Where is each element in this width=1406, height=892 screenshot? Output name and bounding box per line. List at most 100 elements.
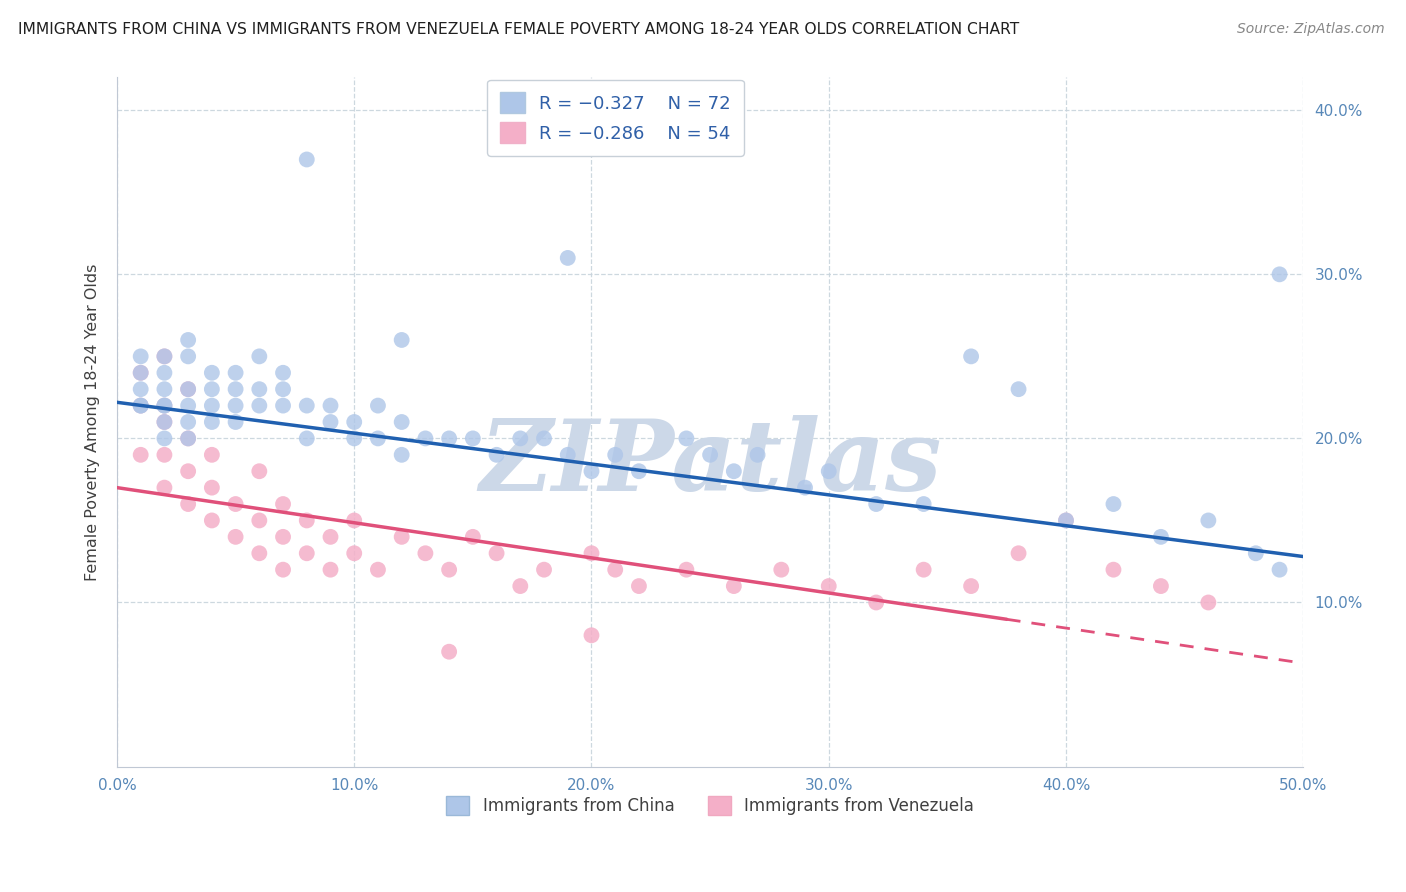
Point (129, 382, 152, 396)
Point (319, 530, 342, 544)
Point (153, 415, 176, 429)
Point (129, 448, 152, 462)
Point (129, 350, 152, 364)
Point (533, 563, 555, 577)
Point (605, 563, 627, 577)
Point (295, 546, 318, 560)
Point (153, 431, 176, 445)
Point (177, 497, 200, 511)
Point (391, 415, 413, 429)
Point (271, 497, 294, 511)
Point (723, 579, 745, 593)
Point (1197, 595, 1219, 609)
Point (271, 382, 294, 396)
Point (415, 431, 437, 445)
Point (201, 448, 224, 462)
Point (153, 415, 176, 429)
Point (960, 350, 983, 364)
Text: Source: ZipAtlas.com: Source: ZipAtlas.com (1237, 22, 1385, 37)
Point (129, 399, 152, 413)
Point (485, 448, 508, 462)
Point (1150, 530, 1173, 544)
Point (201, 481, 224, 495)
Point (177, 350, 200, 364)
Point (485, 546, 508, 560)
Point (177, 382, 200, 396)
Point (201, 382, 224, 396)
Point (865, 595, 887, 609)
Point (271, 399, 294, 413)
Point (153, 448, 176, 462)
Point (627, 579, 650, 593)
Point (247, 513, 270, 527)
Point (271, 530, 294, 544)
Point (177, 464, 200, 478)
Point (271, 366, 294, 380)
Legend: Immigrants from China, Immigrants from Venezuela: Immigrants from China, Immigrants from V… (437, 788, 983, 823)
Point (319, 563, 342, 577)
Point (295, 513, 318, 527)
Point (201, 415, 224, 429)
Point (699, 448, 721, 462)
Point (1268, 563, 1291, 577)
Point (153, 350, 176, 364)
Point (343, 546, 366, 560)
Point (177, 382, 200, 396)
Point (367, 563, 389, 577)
Point (153, 350, 176, 364)
Point (533, 431, 555, 445)
Point (817, 579, 839, 593)
Point (295, 153, 318, 167)
Point (271, 563, 294, 577)
Point (557, 448, 579, 462)
Point (391, 530, 413, 544)
Point (225, 530, 247, 544)
Point (1007, 546, 1029, 560)
Point (343, 431, 366, 445)
Point (177, 399, 200, 413)
Point (247, 382, 270, 396)
Point (1197, 513, 1219, 527)
Point (129, 399, 152, 413)
Point (225, 497, 247, 511)
Point (1054, 513, 1077, 527)
Point (129, 399, 152, 413)
Point (461, 530, 484, 544)
Point (509, 579, 531, 593)
Point (817, 464, 839, 478)
Point (295, 431, 318, 445)
Point (153, 366, 176, 380)
Text: IMMIGRANTS FROM CHINA VS IMMIGRANTS FROM VENEZUELA FEMALE POVERTY AMONG 18-24 YE: IMMIGRANTS FROM CHINA VS IMMIGRANTS FROM… (18, 22, 1019, 37)
Point (747, 448, 769, 462)
Point (319, 415, 342, 429)
Point (437, 645, 460, 659)
Point (247, 546, 270, 560)
Point (225, 366, 247, 380)
Point (201, 399, 224, 413)
Point (581, 546, 603, 560)
Point (437, 563, 460, 577)
Y-axis label: Female Poverty Among 18-24 Year Olds: Female Poverty Among 18-24 Year Olds (86, 263, 100, 581)
Text: ZIPatlas: ZIPatlas (479, 415, 941, 512)
Point (247, 350, 270, 364)
Point (177, 431, 200, 445)
Point (367, 431, 389, 445)
Point (177, 415, 200, 429)
Point (177, 333, 200, 347)
Point (129, 366, 152, 380)
Point (723, 464, 745, 478)
Point (1054, 513, 1077, 527)
Point (295, 399, 318, 413)
Point (1102, 563, 1125, 577)
Point (391, 448, 413, 462)
Point (1102, 497, 1125, 511)
Point (153, 399, 176, 413)
Point (367, 399, 389, 413)
Point (1007, 382, 1029, 396)
Point (1150, 579, 1173, 593)
Point (247, 464, 270, 478)
Point (225, 382, 247, 396)
Point (770, 563, 793, 577)
Point (675, 563, 697, 577)
Point (865, 497, 887, 511)
